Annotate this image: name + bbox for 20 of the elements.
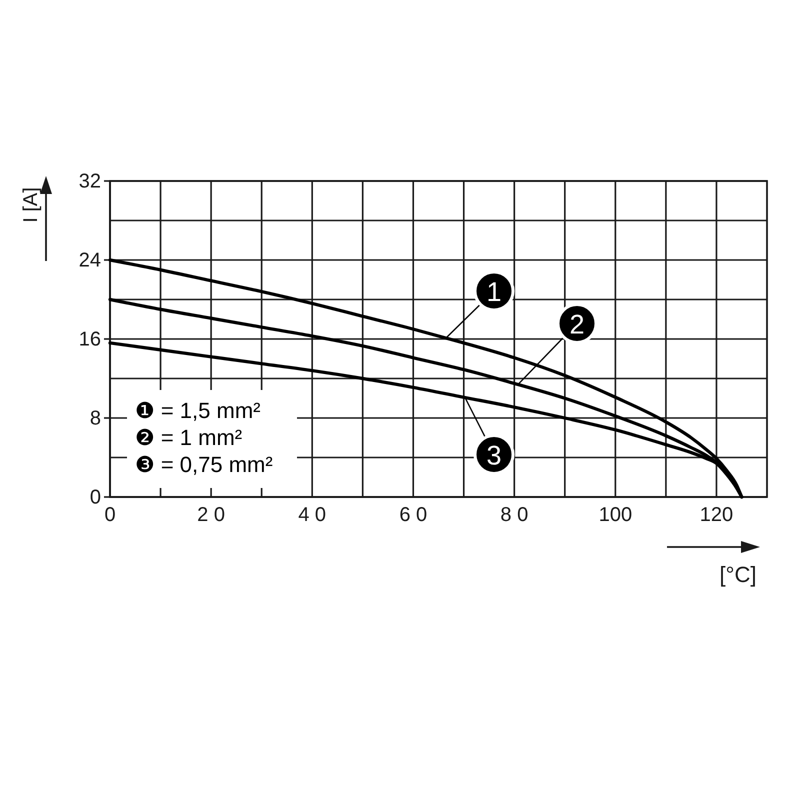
y-tick-label: 16 [78,328,101,350]
x-tick-label: 6 0 [399,504,428,526]
x-tick-label: 4 0 [298,504,326,526]
annotation: ❷ = 1 mm² [135,425,242,450]
x-tick-label: 120 [700,504,734,526]
series-label: 1 [486,276,502,307]
annotation: ❸ = 0,75 mm² [135,452,273,477]
x-axis-title: [°C] [720,562,756,587]
y-tick-label: 24 [78,249,101,272]
y-tick-label: 0 [90,486,101,508]
x-tick-label: 100 [598,504,632,526]
x-tick-label: 0 [104,504,116,526]
y-tick-label: 32 [78,170,101,192]
x-tick-label: 2 0 [197,504,225,526]
legend-label: 3 [486,440,502,470]
y-tick-label: 8 [90,407,101,430]
annotation: ❶ = 1,5 mm² [135,398,260,423]
text: 2 [569,309,585,340]
y-axis-title: I [A] [20,187,42,223]
x-tick-label: 8 0 [500,504,528,526]
